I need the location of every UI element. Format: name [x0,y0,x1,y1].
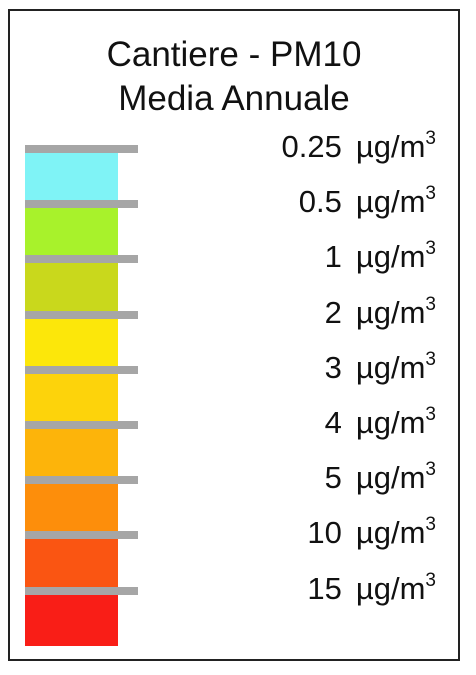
break-tick [25,145,138,153]
break-unit-base: µg/m [355,515,426,551]
break-unit-base: µg/m [355,129,426,164]
break-unit: µg/m3 [356,350,436,385]
break-unit-exponent: 3 [425,183,436,205]
break-tick [25,310,138,319]
break-label: 1 µg/m3 [325,237,436,277]
color-ramp [25,149,118,646]
legend-swatch [25,149,118,205]
break-unit-exponent: 3 [425,238,436,260]
legend-swatch [25,480,118,536]
break-label: 4 µg/m3 [325,403,436,443]
break-unit: µg/m3 [356,515,436,550]
break-unit: µg/m3 [356,129,436,164]
break-label: 5 µg/m3 [325,458,436,498]
break-label: 0.25 µg/m3 [282,127,436,167]
legend-swatch [25,314,118,370]
break-unit: µg/m3 [356,295,436,330]
break-value: 0.5 [298,184,342,220]
break-unit-base: µg/m [355,405,426,440]
break-unit-exponent: 3 [425,514,436,536]
break-unit: µg/m3 [356,239,436,274]
break-tick [25,531,138,540]
break-unit-exponent: 3 [425,128,436,149]
break-unit-exponent: 3 [425,404,436,425]
break-unit-exponent: 3 [425,459,436,481]
break-unit-exponent: 3 [425,569,436,591]
legend-title: Cantiere - PM10 Media Annuale [10,33,458,121]
break-unit-base: µg/m [355,239,426,275]
legend-title-line-1: Cantiere - PM10 [106,35,362,74]
break-tick [25,365,138,374]
break-value: 2 [324,294,342,330]
break-label: 15 µg/m3 [307,569,436,609]
break-unit-exponent: 3 [425,348,436,370]
break-unit-base: µg/m [355,460,426,496]
break-tick [25,255,138,264]
break-tick [25,421,138,429]
break-unit-exponent: 3 [425,293,436,315]
break-tick [25,476,138,485]
break-unit: µg/m3 [356,460,436,495]
break-value: 0.25 [281,129,342,164]
break-value: 1 [324,239,342,275]
break-unit: µg/m3 [356,405,436,440]
break-label: 0.5 µg/m3 [299,182,436,222]
break-label: 2 µg/m3 [325,293,436,333]
legend-swatch [25,204,118,260]
break-value: 3 [324,349,342,385]
break-label: 10 µg/m3 [307,513,436,553]
break-tick [25,200,138,209]
legend-swatch [25,425,118,481]
break-tick [25,586,138,595]
break-value: 15 [307,570,342,606]
break-unit-base: µg/m [355,570,426,606]
break-value: 4 [324,405,342,440]
break-label: 3 µg/m3 [325,348,436,388]
break-value: 5 [324,460,342,496]
break-unit-base: µg/m [355,294,426,330]
break-unit-base: µg/m [355,349,426,385]
break-value: 10 [307,515,342,551]
legend-swatch [25,535,118,591]
legend-swatch [25,369,118,425]
legend-swatch [25,590,118,646]
break-unit: µg/m3 [356,184,436,219]
legend-title-line-2: Media Annuale [118,79,350,118]
break-unit: µg/m3 [356,571,436,606]
legend-swatch [25,259,118,315]
legend-frame: Cantiere - PM10 Media Annuale 0.25 µg/m3 0… [8,9,460,661]
break-unit-base: µg/m [355,184,426,220]
